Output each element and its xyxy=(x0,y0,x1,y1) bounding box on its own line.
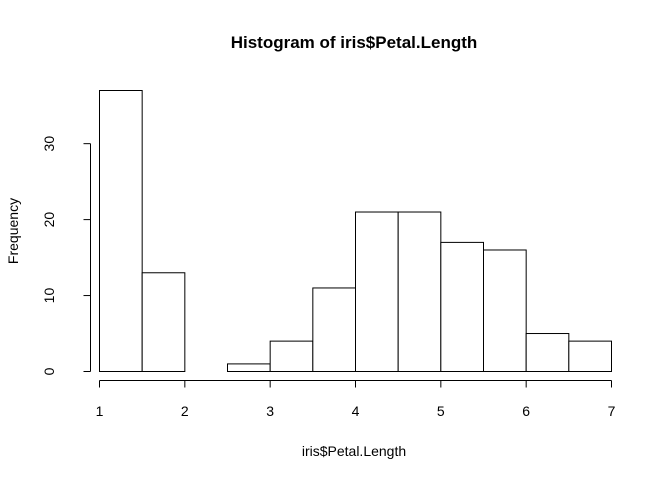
histogram-bar-11 xyxy=(525,333,570,373)
y-tick-label-20: 20 xyxy=(41,212,57,228)
histogram-bar-1 xyxy=(99,90,143,372)
y-tick-label-0: 0 xyxy=(41,367,57,375)
x-axis-label: iris$Petal.Length xyxy=(302,443,406,459)
histogram-bar-10 xyxy=(483,249,527,372)
histogram-bar-5 xyxy=(269,340,314,372)
histogram-bar-6 xyxy=(312,287,357,373)
histogram-bar-12 xyxy=(568,340,612,372)
y-tick-label-10: 10 xyxy=(41,288,57,304)
bars-group xyxy=(99,90,612,373)
histogram-bar-2 xyxy=(141,272,186,372)
histogram-bar-9 xyxy=(440,241,485,372)
x-tick-label-5: 5 xyxy=(437,403,445,419)
x-tick-label-4: 4 xyxy=(352,403,360,419)
x-tick-label-7: 7 xyxy=(608,403,616,419)
histogram-bar-7 xyxy=(355,211,399,372)
y-axis-label: Frequency xyxy=(5,198,21,264)
y-tick-label-30: 30 xyxy=(41,136,57,152)
histogram-bar-4 xyxy=(227,363,271,372)
histogram-bar-8 xyxy=(397,211,442,372)
x-tick-label-3: 3 xyxy=(266,403,274,419)
x-axis: 1 2 3 4 5 6 7 xyxy=(96,380,616,419)
x-tick-label-2: 2 xyxy=(181,403,189,419)
chart-title: Histogram of iris$Petal.Length xyxy=(231,33,478,52)
x-tick-label-6: 6 xyxy=(522,403,530,419)
y-axis: 0 10 20 30 xyxy=(41,136,91,375)
x-tick-label-1: 1 xyxy=(96,403,104,419)
